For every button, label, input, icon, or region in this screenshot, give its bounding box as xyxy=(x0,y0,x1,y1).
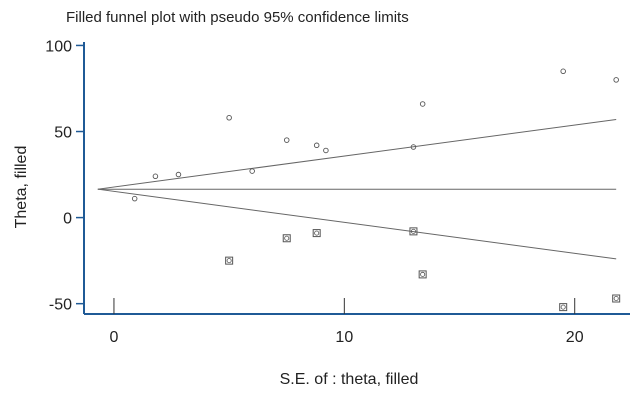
y-tick-label: 100 xyxy=(45,38,72,55)
y-tick-label: -50 xyxy=(49,297,72,314)
x-axis-label: S.E. of : theta, filled xyxy=(280,371,419,388)
data-markers xyxy=(131,68,621,312)
filled-study-marker xyxy=(282,234,291,243)
observed-study-marker xyxy=(131,195,138,202)
observed-study-marker xyxy=(152,173,159,180)
observed-study-marker xyxy=(175,171,182,178)
upper-limit-line xyxy=(97,118,617,190)
y-axis-label: Theta, filled xyxy=(13,146,30,229)
y-tick-label: 50 xyxy=(54,125,72,142)
observed-study-marker xyxy=(226,114,232,121)
x-tick-label: 10 xyxy=(335,329,353,346)
observed-study-marker xyxy=(313,142,320,149)
observed-study-marker xyxy=(283,137,290,143)
observed-study-marker xyxy=(560,68,566,75)
filled-study-marker xyxy=(559,303,568,312)
x-ticks: 0 10 20 xyxy=(109,298,584,346)
observed-study-marker xyxy=(249,168,255,174)
reference-lines xyxy=(97,118,617,260)
lower-limit-line xyxy=(97,188,617,260)
x-tick-label: 20 xyxy=(566,329,584,346)
filled-study-marker xyxy=(312,229,321,238)
filled-study-marker xyxy=(612,294,621,303)
y-ticks: -50 0 50 100 xyxy=(45,38,84,314)
y-tick-label: 0 xyxy=(63,211,72,228)
observed-study-marker xyxy=(613,77,619,83)
observed-study-marker xyxy=(323,147,329,154)
observed-study-marker xyxy=(410,144,417,150)
observed-study-marker xyxy=(419,101,426,107)
filled-study-marker xyxy=(409,227,418,236)
chart-title: Filled funnel plot with pseudo 95% confi… xyxy=(66,9,409,26)
filled-study-marker xyxy=(418,270,427,279)
filled-study-marker xyxy=(225,256,234,265)
x-tick-label: 0 xyxy=(109,329,118,346)
